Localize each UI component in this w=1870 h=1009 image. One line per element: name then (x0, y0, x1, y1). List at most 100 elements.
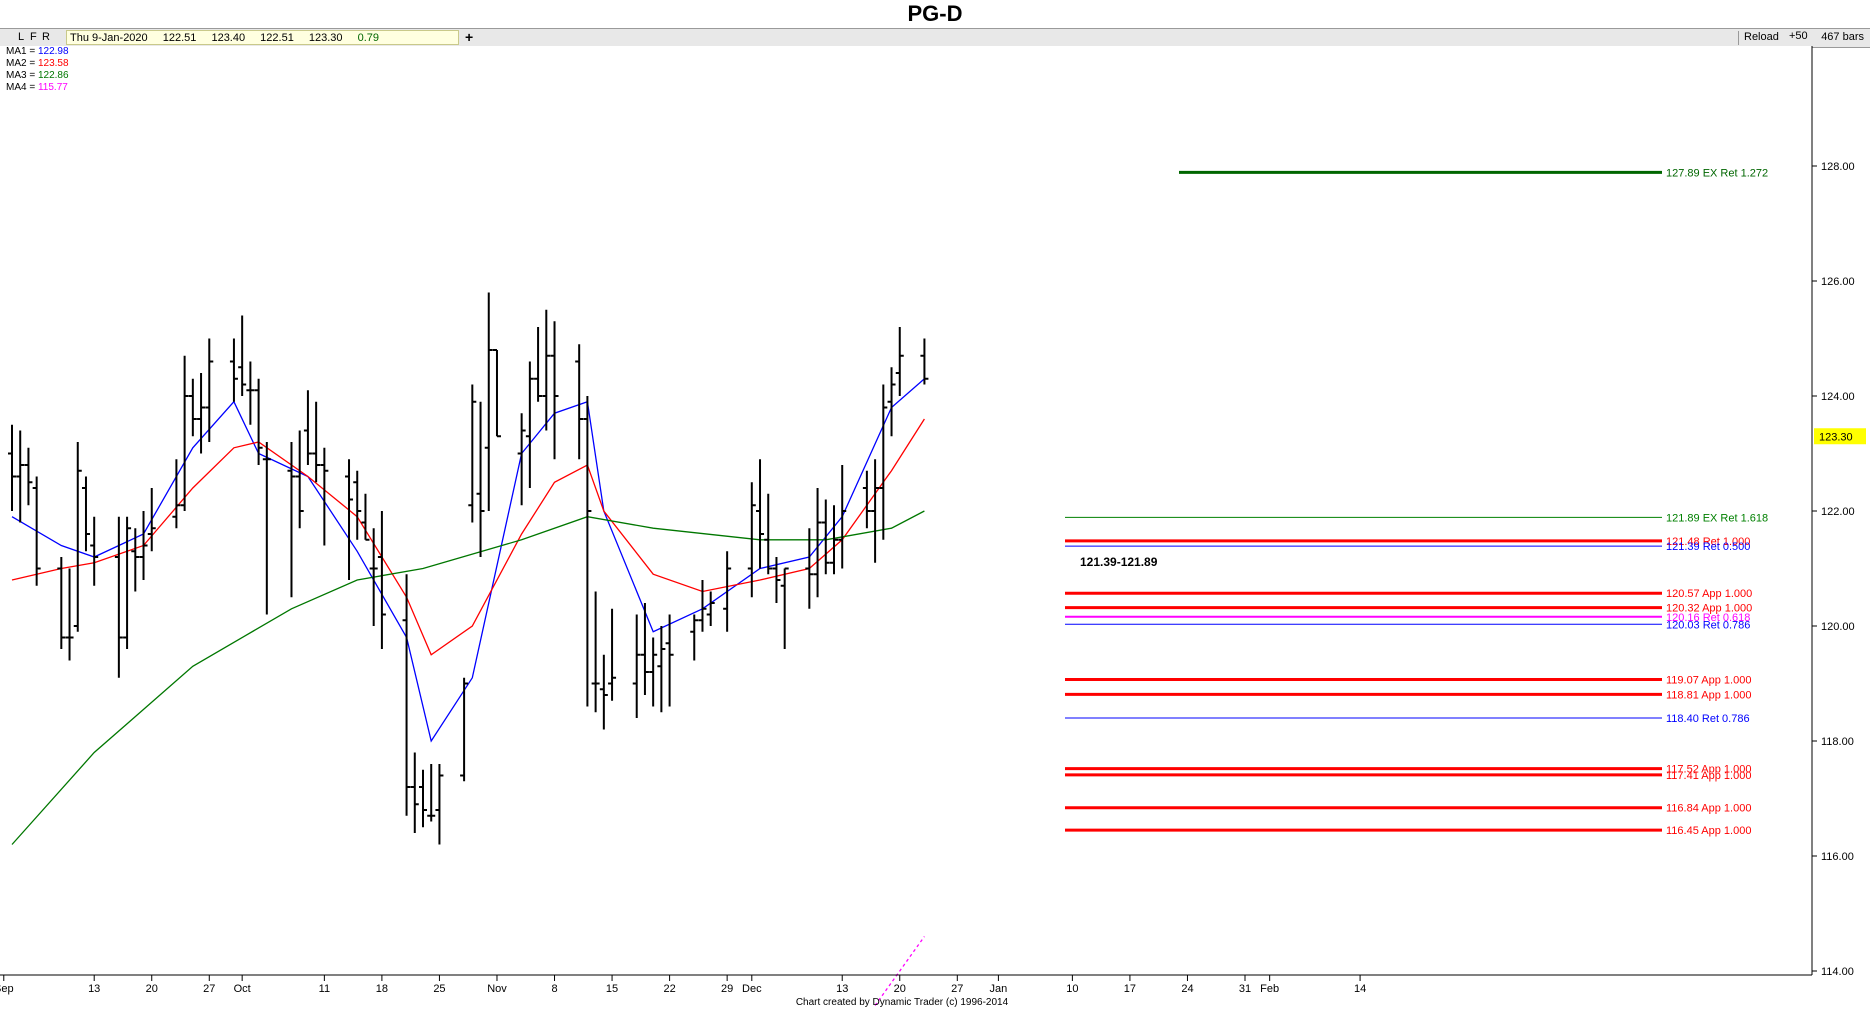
ma3-value: 122.86 (37, 70, 69, 81)
toolbar-button-f[interactable]: F (30, 31, 37, 43)
ohlc-bar (492, 349, 501, 438)
ohlc-bar (238, 315, 247, 396)
plot-background (0, 46, 1812, 975)
ohlc-bar (747, 482, 756, 598)
toolbar-button-r[interactable]: R (42, 31, 50, 43)
plus50-button[interactable]: +50 (1789, 30, 1808, 42)
ohlc-bar (821, 499, 830, 575)
x-tick-label: 27 (951, 983, 963, 995)
ohlc-bar (197, 373, 206, 454)
ohlc-bar (583, 396, 592, 707)
ma1-value: 122.98 (37, 46, 69, 57)
x-tick-label: 8 (551, 983, 557, 995)
ohlc-bar (287, 442, 296, 598)
ohlc-bar (772, 557, 781, 603)
ohlc-bar (534, 327, 543, 402)
ohlc-bar (16, 430, 25, 523)
price-chart[interactable]: 127.89 EX Ret 1.272 121.89 EX Ret 1.618 12… (0, 46, 1870, 1009)
x-tick-label: 25 (433, 983, 445, 995)
ma4-value: 115.77 (37, 82, 68, 93)
ohlc-bar (862, 470, 871, 529)
toolbar-button-l[interactable]: L (18, 31, 25, 43)
ohlc-bar (484, 292, 493, 511)
quote-change: 0.79 (357, 32, 380, 44)
ohlc-bar (723, 551, 732, 632)
level-label: 118.81 App 1.000 (1666, 689, 1751, 701)
toolbar: L F R Thu 9-Jan-2020 122.51 123.40 122.5… (0, 28, 1870, 48)
x-axis: Sep 13 20 27 Oct 11 18 25 Nov 8 15 22 29 Dec 13 20 27 Jan… (0, 975, 1366, 995)
ma1-legend-item: MA1 = 122.98 (6, 46, 69, 57)
ma3-legend-item: MA3 = 122.86 (6, 70, 69, 81)
level-label: 120.03 Ret 0.786 (1666, 619, 1750, 631)
ohlc-bar (764, 493, 773, 575)
ohlc-bar (24, 447, 33, 506)
x-tick-label: Sep (0, 983, 14, 995)
add-button[interactable]: + (465, 29, 474, 45)
zone-label: 121.39-121.89 (1080, 555, 1158, 569)
x-tick-label: Nov (487, 983, 507, 995)
ohlc-bar (254, 378, 263, 465)
ma2-value: 123.58 (37, 58, 69, 69)
x-tick-label: 15 (606, 983, 618, 995)
y-tick-label: 118.00 (1821, 736, 1854, 748)
ohlc-bar (353, 470, 362, 540)
y-tick-label: 116.00 (1821, 851, 1854, 863)
ohlc-bar (756, 459, 765, 569)
level-label: 117.41 App 1.000 (1666, 770, 1751, 782)
x-tick-label: 20 (894, 983, 906, 995)
ohlc-bar (205, 338, 214, 442)
level-label: 120.57 App 1.000 (1666, 588, 1752, 600)
ohlc-bar (435, 764, 444, 845)
x-tick-label: 10 (1066, 983, 1078, 995)
bars-count: 467 bars (1821, 31, 1864, 43)
ohlc-bar (410, 752, 419, 833)
x-tick-label: Oct (234, 983, 251, 995)
ohlc-bar (468, 384, 477, 523)
ohlc-bar (188, 378, 197, 437)
ohlc-bar (575, 344, 584, 460)
ohlc-bar (813, 488, 822, 598)
level-label: 121.89 EX Ret 1.618 (1666, 512, 1768, 524)
ohlc-bar (139, 511, 148, 580)
ohlc-bar (345, 459, 354, 580)
ohlc-bar (180, 355, 189, 511)
ohlc-bar (57, 557, 66, 649)
ohlc-bar (402, 574, 411, 816)
x-tick-label: 13 (836, 983, 848, 995)
y-tick-label: 120.00 (1821, 621, 1855, 633)
x-tick-label: 13 (88, 983, 100, 995)
ohlc-bar (550, 321, 559, 460)
ohlc-bar (73, 442, 82, 632)
ohlc-bar (517, 413, 526, 506)
ohlc-bar (805, 528, 814, 609)
ohlc-bar (229, 338, 238, 402)
ohlc-bar (312, 401, 321, 483)
ohlc-bar (599, 654, 608, 730)
ohlc-bar (419, 769, 427, 828)
level-label: 121.39 Ret 0.500 (1666, 541, 1750, 553)
ohlc-bar (476, 401, 485, 557)
ohlc-bar (295, 430, 304, 529)
level-label: 118.40 Ret 0.786 (1666, 713, 1750, 725)
level-label: 120.32 App 1.000 (1666, 603, 1752, 615)
ohlc-layer (8, 292, 929, 845)
ohlc-bar (838, 465, 847, 569)
y-tick-label: 114.00 (1821, 966, 1854, 978)
reload-button[interactable]: Reload (1744, 31, 1779, 43)
ohlc-bar (542, 309, 551, 431)
level-label: 121.48 Ret 1.000 (1666, 536, 1750, 548)
ohlc-bar (361, 493, 370, 541)
ohlc-bar (369, 528, 378, 626)
y-axis: 114.00 116.00 118.00 120.00 122.00 124.00 126.… (1812, 161, 1866, 978)
y-tick-label: 122.00 (1821, 506, 1855, 518)
quote-low: 122.51 (260, 32, 294, 44)
ohlc-bar (460, 677, 469, 782)
x-tick-label: Dec (742, 983, 762, 995)
x-tick-label: 20 (146, 983, 158, 995)
ohlc-bar (377, 511, 386, 649)
ohlc-bar (649, 637, 658, 707)
x-tick-label: 29 (721, 983, 733, 995)
chart-title: PG-D (907, 1, 963, 26)
quote-open: 122.51 (162, 32, 197, 44)
x-tick-label: 18 (376, 983, 388, 995)
